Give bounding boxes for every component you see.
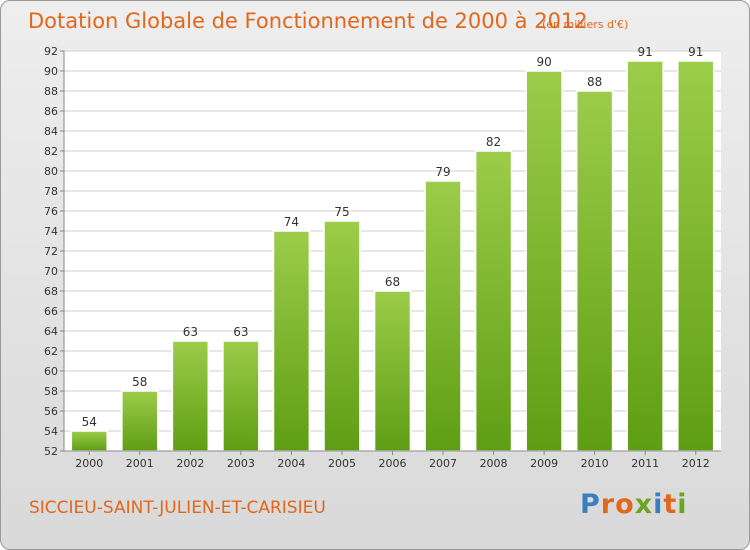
chart-title: Dotation Globale de Fonctionnement de 20…: [28, 9, 588, 33]
bar: [474, 150, 513, 452]
data-label: 75: [334, 205, 349, 219]
y-tick-label: 66: [44, 305, 58, 318]
data-label: 74: [284, 215, 299, 229]
data-label: 88: [587, 75, 602, 89]
x-tick-label: 2010: [581, 457, 609, 470]
bar: [424, 180, 462, 452]
logo-letter: P: [580, 489, 601, 520]
data-labels: 54 58 63 63 74 75 68 79 82 90 88 91 91: [82, 45, 704, 429]
x-tick-label: 2003: [227, 457, 255, 470]
chart-unit: (en milliers d'€): [542, 18, 629, 31]
y-tick-label: 86: [44, 105, 58, 118]
bar: [272, 230, 311, 452]
y-tick-label: 70: [44, 265, 58, 278]
y-tick-label: 80: [44, 165, 58, 178]
y-tick-label: 60: [44, 365, 58, 378]
x-tick-label: 2000: [75, 457, 103, 470]
x-tick-label: 2005: [328, 457, 356, 470]
x-tick-label: 2007: [429, 457, 457, 470]
data-label: 63: [233, 325, 248, 339]
bar: [323, 220, 361, 452]
y-tick-label: 76: [44, 205, 58, 218]
y-tick-label: 56: [44, 405, 58, 418]
x-tick-label: 2009: [530, 457, 558, 470]
logo-letter: i: [677, 489, 688, 520]
data-label: 90: [536, 55, 551, 69]
x-axis: 2000 2001 2002 2003 2004 2005 2006 2007 2008 2009…: [64, 450, 721, 470]
y-tick-label: 54: [44, 425, 58, 438]
y-tick-label: 92: [44, 45, 58, 58]
bar: [171, 340, 210, 452]
y-tick-label: 72: [44, 245, 58, 258]
proxiti-logo: Proxiti: [580, 489, 688, 520]
x-tick-label: 2004: [277, 457, 305, 470]
x-tick-label: 2006: [379, 457, 407, 470]
data-label: 79: [435, 165, 450, 179]
logo-letter: i: [653, 489, 664, 520]
bar: [70, 430, 108, 452]
x-tick-label: 2001: [126, 457, 154, 470]
y-tick-label: 78: [44, 185, 58, 198]
bar: [575, 90, 614, 452]
bar: [373, 290, 412, 452]
x-tick-label: 2002: [176, 457, 204, 470]
data-label: 54: [82, 415, 97, 429]
x-tick-label: 2011: [631, 457, 659, 470]
data-label: 82: [486, 135, 501, 149]
y-axis: 52 54 56 58 60 62 64 66 68 70 72 74 76 78 80 82 84 86 88 90…: [44, 45, 65, 458]
bar: [677, 60, 715, 452]
y-tick-label: 64: [44, 325, 58, 338]
y-tick-label: 58: [44, 385, 58, 398]
bar: [121, 390, 159, 452]
y-tick-label: 68: [44, 285, 58, 298]
y-tick-label: 74: [44, 225, 58, 238]
data-label: 91: [688, 45, 703, 59]
data-label: 63: [183, 325, 198, 339]
y-tick-label: 84: [44, 125, 58, 138]
logo-letter: o: [615, 489, 635, 520]
data-label: 68: [385, 275, 400, 289]
x-tick-label: 2008: [480, 457, 508, 470]
y-tick-label: 88: [44, 85, 58, 98]
bars: [70, 60, 715, 452]
bar: [626, 60, 664, 452]
logo-letter: x: [634, 489, 654, 520]
y-tick-label: 62: [44, 345, 58, 358]
commune-name: SICCIEU-SAINT-JULIEN-ET-CARISIEU: [29, 498, 326, 518]
y-tick-label: 52: [44, 445, 58, 458]
logo-letter: t: [663, 489, 678, 520]
data-label: 58: [132, 375, 147, 389]
data-label: 91: [638, 45, 653, 59]
logo-letter: r: [600, 489, 616, 520]
x-tick-label: 2012: [682, 457, 710, 470]
y-tick-label: 82: [44, 145, 58, 158]
bar: [222, 340, 260, 452]
bar: [525, 70, 563, 452]
y-tick-label: 90: [44, 65, 58, 78]
